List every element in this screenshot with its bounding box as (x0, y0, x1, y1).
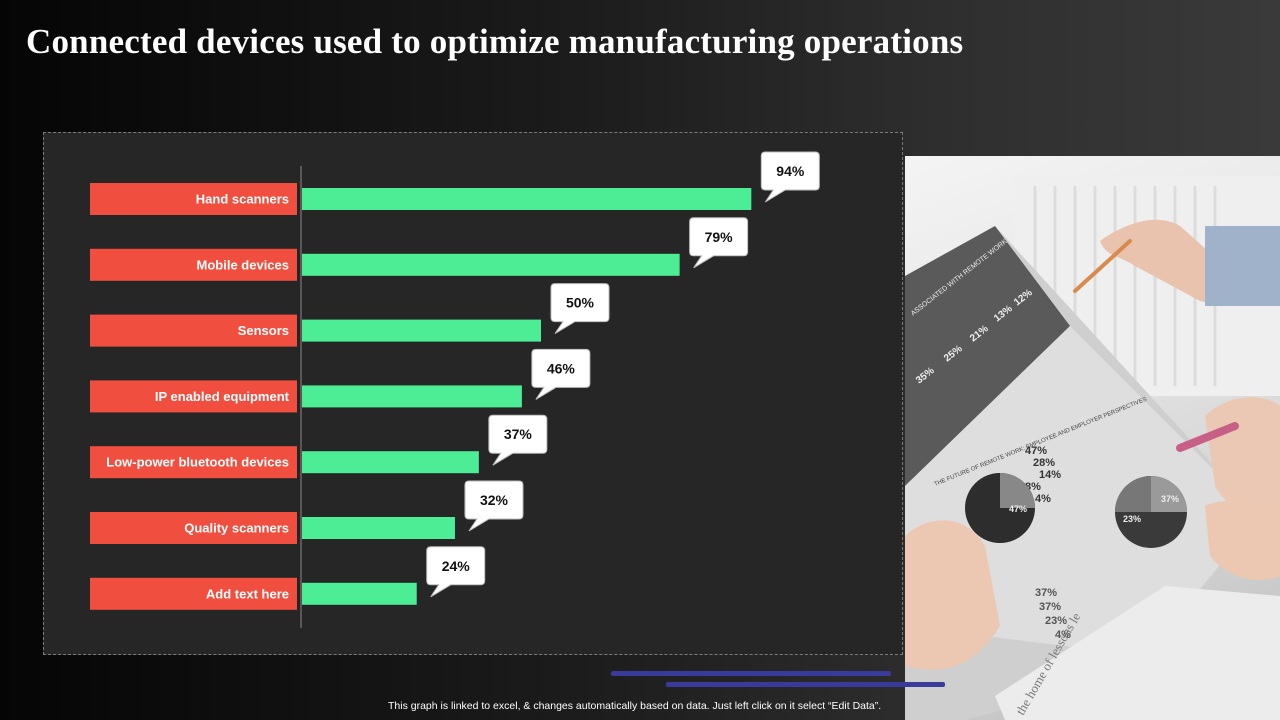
category-label-box (90, 183, 297, 215)
value-callout (550, 283, 610, 335)
doc-pie-label: 37% (1161, 494, 1179, 504)
bar-chart: Hand scanners 94% Mobile devices 79% Sensors… (90, 151, 820, 628)
category-label: IP enabled equipment (155, 389, 290, 404)
category-label-box (90, 577, 297, 610)
category-label-box (90, 248, 297, 281)
bar (302, 253, 680, 276)
bar (302, 188, 752, 210)
value-callout (426, 546, 486, 598)
doc-bottom-stat: 37% (1039, 601, 1061, 613)
doc-stat: 28% (1033, 457, 1055, 469)
category-label: Add text here (206, 586, 289, 601)
bar (302, 319, 541, 342)
doc-bottom-stat: 37% (1035, 587, 1057, 599)
value-label: 32% (480, 492, 509, 508)
doc-bottom-stat: 23% (1045, 615, 1067, 627)
bar (302, 385, 522, 408)
bar (302, 451, 479, 474)
accent-line-upper (611, 671, 891, 676)
bar (302, 582, 417, 605)
category-label-box (90, 512, 297, 544)
doc-stat: 4% (1035, 493, 1051, 505)
value-label: 37% (504, 426, 533, 442)
footer-note: This graph is linked to excel, & changes… (388, 700, 882, 712)
bar (302, 517, 455, 539)
value-callout (488, 414, 548, 466)
doc-pie-label: 47% (1009, 504, 1027, 514)
doc-pie-label: 23% (1123, 514, 1141, 524)
category-label: Sensors (238, 323, 289, 338)
category-label: Low-power bluetooth devices (106, 455, 289, 470)
category-label-box (90, 446, 297, 479)
category-label-box (90, 314, 297, 347)
value-label: 94% (776, 163, 805, 179)
accent-line-lower (666, 682, 945, 687)
value-label: 79% (705, 229, 734, 245)
category-label: Quality scanners (184, 521, 289, 536)
page-title: Connected devices used to optimize manuf… (26, 22, 964, 61)
doc-stat: 14% (1039, 469, 1061, 481)
value-callout (760, 151, 820, 203)
photo-hands-with-report: ASSOCIATED WITH REMOTE WORK 35% 25% 21% … (905, 156, 1280, 720)
value-label: 46% (547, 360, 576, 376)
category-label: Hand scanners (196, 192, 289, 207)
doc-bottom-stat: 4% (1055, 629, 1071, 641)
value-callout (531, 348, 591, 400)
value-callout (464, 480, 524, 532)
category-label-box (90, 380, 297, 413)
value-label: 50% (566, 295, 595, 311)
value-label: 24% (442, 558, 471, 574)
value-callout (689, 217, 749, 269)
category-label: Mobile devices (197, 257, 289, 272)
doc-stat: 47% (1025, 445, 1047, 457)
